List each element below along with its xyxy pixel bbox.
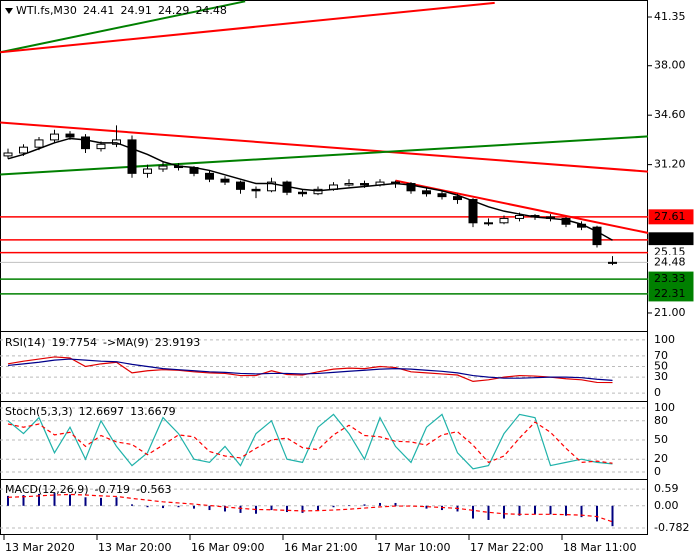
candle-body xyxy=(515,215,524,219)
panel-value: -0.719 xyxy=(95,483,130,496)
candle-body xyxy=(608,261,617,264)
y-tick-label: 0 xyxy=(654,465,661,478)
y-tick-label: 50 xyxy=(654,360,668,373)
header-value: 24.48 xyxy=(195,4,227,17)
x-tick-label: 17 Mar 10:00 xyxy=(377,541,450,554)
symbol-icon xyxy=(5,8,13,14)
level-box xyxy=(648,286,694,302)
y-tick-label: 0.00 xyxy=(654,499,679,512)
y-tick-label: 21.00 xyxy=(654,306,686,319)
candle-body xyxy=(220,178,230,183)
indicator-line xyxy=(7,421,613,464)
chart-header: WTI.fs,M30 24.41 24.91 24.29 24.48 xyxy=(16,4,227,17)
panel-value: 23.9193 xyxy=(155,336,201,349)
candle-body xyxy=(344,183,354,186)
x-tick-label: 13 Mar 2020 xyxy=(5,541,75,554)
candle-body xyxy=(96,143,106,150)
y-tick-label: 100 xyxy=(654,333,675,346)
candle-body xyxy=(65,133,75,138)
candle-body xyxy=(437,193,447,198)
x-tick-label: 17 Mar 22:00 xyxy=(470,541,543,554)
indicator-line xyxy=(7,493,613,523)
candle-body xyxy=(453,196,462,201)
y-tick-label: 70 xyxy=(654,349,668,362)
panel-value: -0.563 xyxy=(136,483,171,496)
header-value: 24.41 xyxy=(83,4,115,17)
trend-line xyxy=(0,135,648,176)
candle-body xyxy=(50,133,59,141)
level-label: 24.48 xyxy=(654,255,686,268)
panel-value: 19.7754 xyxy=(51,336,97,349)
candle-body xyxy=(468,199,478,224)
frame xyxy=(0,0,648,535)
y-tick-label: -0.782 xyxy=(654,521,689,534)
candle-body xyxy=(143,168,152,174)
indicator-line xyxy=(7,413,613,470)
level-label: 23.33 xyxy=(654,272,686,285)
candle-body xyxy=(81,136,90,150)
y-tick-label: 80 xyxy=(654,414,668,427)
x-tick-label: 16 Mar 21:00 xyxy=(284,541,357,554)
candle-body xyxy=(298,191,307,195)
panel-title: MACD(12,26,9) xyxy=(5,483,89,496)
y-tick-label: 34.60 xyxy=(654,108,686,121)
header-value: 24.91 xyxy=(120,4,152,17)
candle-body xyxy=(19,146,28,154)
candle-body xyxy=(3,152,13,157)
panel-header: Stoch(5,3,3) 12.6697 13.6679 xyxy=(5,405,176,418)
level-box xyxy=(648,271,694,287)
candle-body xyxy=(205,172,214,180)
level-box xyxy=(648,209,694,225)
candle-body xyxy=(422,190,431,195)
trend-line xyxy=(0,1,495,54)
y-tick-label: 31.20 xyxy=(654,158,686,171)
candle-body xyxy=(236,181,245,190)
y-tick-label: 50 xyxy=(654,433,668,446)
candle-body xyxy=(360,183,369,186)
y-tick-label: 41.35 xyxy=(654,10,686,23)
y-tick-label: 100 xyxy=(654,401,675,414)
trend-line xyxy=(0,0,246,54)
y-tick-label: 0.59 xyxy=(654,482,679,495)
panel-header: MACD(12,26,9) -0.719 -0.563 xyxy=(5,483,171,496)
level-label: 26.03 xyxy=(654,233,686,246)
ma-line xyxy=(7,137,613,241)
candle-body xyxy=(127,139,137,174)
chart-title: WTI.fs,M30 xyxy=(16,4,77,17)
y-tick-label: 38.00 xyxy=(654,59,686,72)
x-tick-label: 13 Mar 20:00 xyxy=(98,541,171,554)
header-value: 24.29 xyxy=(158,4,190,17)
x-tick-label: 18 Mar 11:00 xyxy=(563,541,636,554)
panel-value: 13.6679 xyxy=(130,405,176,418)
candle-body xyxy=(592,226,602,246)
panel-value: 12.6697 xyxy=(79,405,125,418)
level-label: 27.61 xyxy=(654,210,686,223)
candle-body xyxy=(484,222,493,225)
indicator-line xyxy=(7,358,613,381)
panel-header: RSI(14) 19.7754 ->MA(9) 23.9193 xyxy=(5,336,200,349)
level-box xyxy=(648,254,694,270)
trend-line xyxy=(0,121,648,173)
y-tick-label: 0 xyxy=(654,386,661,399)
candle-body xyxy=(406,183,416,192)
panel-title: Stoch(5,3,3) xyxy=(5,405,73,418)
x-tick-label: 16 Mar 09:00 xyxy=(191,541,264,554)
candle-body xyxy=(251,188,261,192)
y-tick-label: 30 xyxy=(654,370,668,383)
candle-body xyxy=(499,217,509,224)
level-label: 22.31 xyxy=(654,287,686,300)
panel-title: RSI(14) xyxy=(5,336,45,349)
candle-body xyxy=(158,165,168,170)
panel-ma-label: ->MA(9) xyxy=(103,336,149,349)
y-tick-label: 20 xyxy=(654,452,668,465)
candle-body xyxy=(267,181,276,192)
candle-body xyxy=(34,139,44,148)
